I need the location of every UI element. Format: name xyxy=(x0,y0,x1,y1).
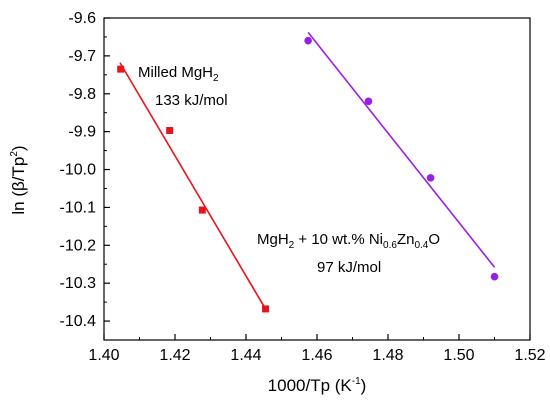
x-tick-label: 1.52 xyxy=(514,347,545,364)
data-points xyxy=(117,36,499,313)
y-tick-label: -9.8 xyxy=(68,86,96,103)
annotation-1-line1-sub: 2 xyxy=(213,73,219,84)
annotation-2-sub3: 0.4 xyxy=(414,240,428,251)
y-tick-label: -10.0 xyxy=(60,162,97,179)
x-tick-label: 1.44 xyxy=(230,347,261,364)
x-tick-label: 1.40 xyxy=(88,347,119,364)
y-axis: -9.6 -9.7 -9.8 -9.9 -10.0 -10.1 -10.2 -10.3 -10.… xyxy=(60,10,110,330)
fit-lines xyxy=(119,31,496,310)
y-tick-label: -9.7 xyxy=(68,48,96,65)
y-tick-label: -10.1 xyxy=(60,199,97,216)
fit-line-2 xyxy=(307,31,496,268)
annotation-2-part3: Zn xyxy=(397,231,415,248)
annotation-2-part4: O xyxy=(428,231,440,248)
annotation-2-part2: + 10 wt.% Ni xyxy=(294,231,383,248)
fit-line-1 xyxy=(119,62,267,310)
x-axis: 1.40 1.42 1.44 1.46 1.48 1.50 1.52 xyxy=(88,334,546,364)
y-axis-title-sup: 2 xyxy=(9,151,20,157)
annotation-2-part1: MgH xyxy=(257,231,289,248)
annotation-2-sub2: 0.6 xyxy=(383,240,397,251)
annotation-1-line2: 133 kJ/mol xyxy=(155,92,228,109)
series-1-point xyxy=(198,206,206,214)
y-tick-label: -10.2 xyxy=(60,237,97,254)
series-2-point xyxy=(490,272,499,281)
x-axis-title: 1000/Tp (K-1) xyxy=(268,376,367,395)
y-axis-title: ln (β/Tp2) xyxy=(9,145,28,214)
y-tick-label: -9.6 xyxy=(68,10,96,27)
series-1-point xyxy=(166,127,174,135)
y-axis-title-close: ) xyxy=(9,145,28,151)
annotation-2-line2: 97 kJ/mol xyxy=(317,259,381,276)
y-tick-label: -9.9 xyxy=(68,124,96,141)
x-axis-title-sup: -1 xyxy=(352,376,361,387)
x-tick-label: 1.50 xyxy=(443,347,474,364)
series-1-point xyxy=(262,305,270,313)
annotation-2-sub1: 2 xyxy=(289,240,295,251)
y-tick-label: -10.3 xyxy=(60,275,97,292)
annotation-2-line1: MgH2 + 10 wt.% Ni0.6Zn0.4O xyxy=(257,231,440,251)
annotation-1-line1: Milled MgH2 xyxy=(138,64,219,84)
series-2-point xyxy=(304,36,312,45)
series-1-point xyxy=(117,65,125,73)
y-axis-title-text: ln (β/Tp xyxy=(9,157,28,215)
series-2-point xyxy=(426,174,435,182)
x-axis-title-close: ) xyxy=(361,376,367,395)
y-tick-label: -10.4 xyxy=(60,313,97,330)
x-tick-label: 1.42 xyxy=(159,347,190,364)
x-tick-label: 1.48 xyxy=(372,347,403,364)
x-tick-label: 1.46 xyxy=(301,347,332,364)
x-axis-title-text: 1000/Tp (K xyxy=(268,376,353,395)
series-2-point xyxy=(364,97,373,106)
annotation-1-line1-text: Milled MgH xyxy=(138,64,213,81)
